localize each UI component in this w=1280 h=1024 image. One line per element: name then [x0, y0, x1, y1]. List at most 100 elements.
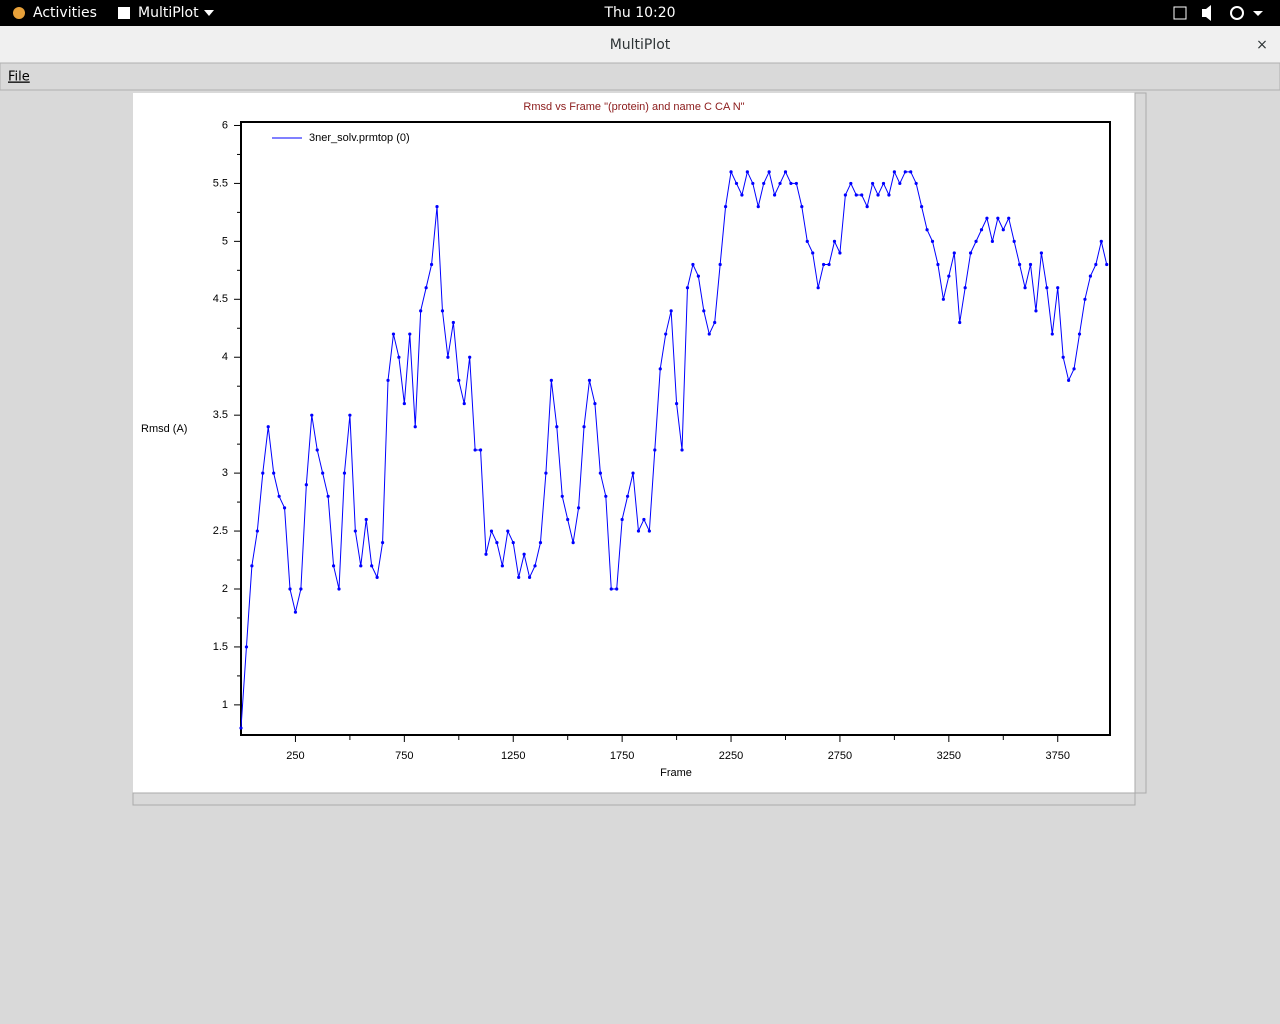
data-point	[517, 575, 521, 580]
data-point	[892, 170, 896, 174]
legend-label: 3ner_solv.prmtop (0)	[309, 132, 410, 144]
data-point	[484, 552, 488, 556]
data-point	[1034, 309, 1038, 313]
data-point	[745, 170, 749, 174]
data-point	[691, 262, 695, 267]
data-point	[865, 204, 869, 209]
data-point	[751, 181, 755, 186]
data-point	[642, 517, 646, 522]
data-point	[538, 541, 543, 545]
data-point	[615, 587, 619, 591]
data-point	[1023, 286, 1027, 290]
y-axis-label: Rmsd (A)	[141, 423, 187, 435]
data-point	[331, 564, 336, 568]
data-point	[860, 193, 864, 197]
data-point	[794, 181, 798, 186]
v-scrollbar[interactable]	[1134, 92, 1147, 794]
data-point	[495, 541, 499, 545]
system-menu-arrow[interactable]	[1253, 11, 1263, 16]
data-point	[544, 471, 548, 475]
x-tick-label: 3750	[1045, 750, 1069, 762]
plot-frame	[240, 121, 1111, 736]
data-point	[288, 587, 292, 591]
top-bar	[0, 0, 1280, 26]
app-menu[interactable]: MultiPlot	[138, 5, 199, 21]
data-point	[1018, 262, 1022, 267]
data-point	[707, 332, 711, 336]
data-point	[789, 181, 793, 186]
data-point	[990, 239, 994, 243]
data-point	[1083, 297, 1087, 301]
data-point	[266, 425, 270, 429]
data-point	[963, 286, 967, 290]
data-line	[240, 170, 1108, 729]
data-point	[958, 320, 962, 325]
x-tick-label: 1250	[501, 750, 525, 762]
file-menu[interactable]: File	[8, 70, 30, 85]
data-point	[925, 228, 929, 232]
app-menu-arrow	[204, 10, 214, 16]
data-point	[277, 494, 281, 498]
data-point	[625, 494, 630, 498]
data-point	[903, 170, 907, 174]
data-point	[772, 193, 777, 197]
data-point	[653, 448, 657, 452]
data-point	[555, 425, 559, 429]
data-point	[451, 320, 455, 325]
data-point	[239, 726, 243, 730]
data-point	[620, 517, 624, 522]
data-point	[370, 564, 374, 568]
data-point	[604, 494, 608, 498]
activities-icon	[13, 7, 25, 19]
data-point	[500, 564, 504, 568]
data-point	[827, 262, 831, 267]
data-point	[887, 193, 891, 197]
data-point	[767, 170, 771, 174]
close-button[interactable]: ×	[1256, 37, 1268, 53]
data-point	[457, 378, 461, 383]
data-point	[413, 425, 417, 429]
clock[interactable]: Thu 10:20	[603, 5, 675, 21]
data-point	[685, 286, 690, 290]
x-tick-label: 2750	[828, 750, 852, 762]
data-point	[914, 181, 918, 186]
data-point	[1045, 286, 1049, 290]
data-point	[816, 286, 820, 290]
data-point	[462, 401, 466, 406]
x-tick-label: 2250	[719, 750, 743, 762]
data-point	[473, 448, 477, 452]
data-point	[740, 193, 744, 197]
data-point	[566, 517, 570, 522]
volume-icon[interactable]	[1202, 5, 1211, 21]
activities[interactable]: Activities	[33, 5, 97, 21]
plot-canvas	[133, 93, 1135, 793]
y-tick-label: 2.5	[213, 525, 228, 537]
app-icon	[118, 7, 130, 19]
y-tick-label: 5.5	[213, 177, 228, 189]
data-point	[593, 401, 597, 406]
plot-area: 1 1.5 2 2.5 3 3.5 4 4.5 5 5.5 6 250 750 1250 1750 2250 2…	[213, 119, 1109, 762]
data-point	[364, 517, 368, 522]
data-point	[1001, 228, 1005, 232]
power-icon[interactable]	[1230, 6, 1244, 20]
data-point	[435, 204, 439, 209]
data-point	[582, 425, 586, 429]
data-point	[881, 181, 886, 186]
data-point	[832, 239, 837, 243]
data-point	[674, 401, 679, 406]
data-point	[647, 529, 651, 533]
h-scrollbar[interactable]	[132, 792, 1136, 806]
data-point	[805, 239, 809, 243]
data-point	[979, 228, 984, 232]
network-icon[interactable]	[1173, 6, 1187, 20]
data-point	[326, 494, 330, 498]
data-point	[843, 193, 847, 197]
data-point	[587, 378, 592, 383]
data-point	[576, 506, 581, 510]
menu-bar	[0, 62, 1280, 91]
data-point	[936, 262, 940, 267]
y-tick-label: 3.5	[213, 409, 228, 421]
data-point	[1028, 262, 1033, 267]
